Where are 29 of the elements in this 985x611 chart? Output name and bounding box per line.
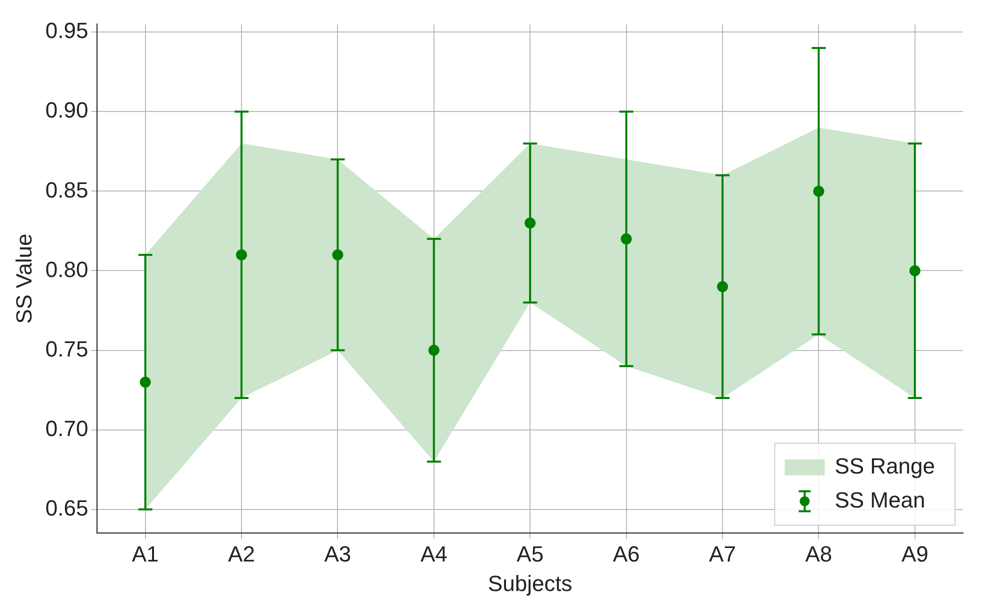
y-tick-label: 0.80 — [45, 256, 88, 282]
point — [524, 218, 536, 229]
point — [236, 249, 248, 260]
point — [717, 281, 728, 292]
x-tick-label: A3 — [324, 541, 352, 566]
x-tick-label: A7 — [709, 541, 736, 566]
y-tick-label: 0.90 — [45, 98, 88, 123]
y-tick-label: 0.65 — [45, 495, 88, 520]
y-tick-label: 0.75 — [45, 336, 88, 362]
point — [909, 265, 920, 276]
point — [332, 249, 344, 260]
legend-label: SS Mean — [834, 487, 926, 512]
point — [620, 233, 632, 244]
x-tick-label: A1 — [132, 541, 159, 566]
point — [428, 344, 440, 356]
x-tick-label: A6 — [612, 541, 640, 566]
point — [813, 186, 824, 197]
x-tick-label: A8 — [805, 541, 832, 566]
x-tick-label: A2 — [228, 541, 255, 566]
y-tick-label: 0.70 — [45, 416, 88, 441]
x-tick-label: A5 — [516, 541, 544, 566]
legend-label: SS Range — [834, 453, 936, 478]
y-tick-label: 0.85 — [45, 177, 88, 202]
x-tick-label: A9 — [901, 541, 928, 566]
y-axis-title: SS Value — [11, 234, 36, 324]
x-tick-label: A4 — [420, 541, 448, 566]
point — [140, 376, 151, 388]
x-axis-title: Subjects — [488, 570, 572, 596]
y-tick-label: 0.95 — [45, 18, 88, 44]
